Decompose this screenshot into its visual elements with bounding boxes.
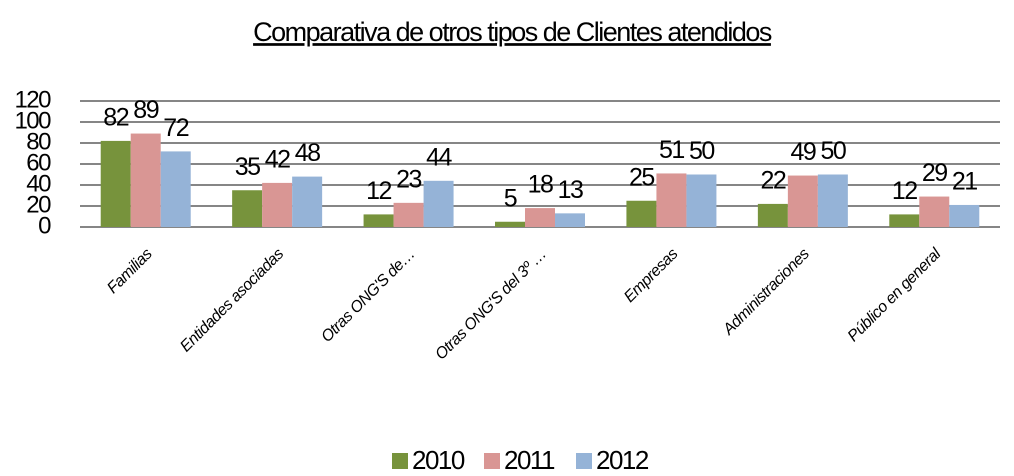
value-label: 23: [396, 165, 421, 193]
y-tick-label: 80: [26, 128, 51, 155]
value-label: 50: [689, 137, 714, 165]
value-label: 5: [504, 184, 517, 212]
bar: [889, 214, 920, 227]
value-label: 12: [366, 177, 391, 205]
value-label: 29: [922, 159, 947, 187]
value-label: 12: [892, 177, 917, 205]
value-label: 89: [133, 96, 158, 124]
x-tick-label: Otras ONG'S del 3º …: [432, 246, 550, 364]
bar: [232, 190, 263, 227]
value-label: 51: [659, 136, 684, 164]
bar: [262, 182, 293, 227]
bar: [787, 175, 818, 227]
value-label: 22: [760, 167, 785, 195]
bar: [292, 176, 323, 227]
y-tick-label: 60: [26, 149, 51, 176]
value-label: 44: [426, 143, 452, 171]
x-tick-label: Otras ONG'S de…: [318, 246, 418, 346]
x-tick-label: Familias: [104, 245, 156, 297]
legend-label: 2012: [596, 445, 649, 475]
bar: [555, 213, 585, 227]
value-label: 72: [163, 114, 188, 142]
bar: [817, 174, 848, 227]
legend-swatch: [392, 453, 408, 469]
legend-label: 2010: [412, 445, 465, 475]
value-label: 49: [790, 138, 815, 166]
bar: [525, 208, 555, 227]
bar: [626, 200, 657, 227]
y-tick-label: 40: [26, 170, 51, 197]
bar: [919, 196, 950, 227]
bar: [363, 214, 394, 227]
legend-swatch: [484, 453, 500, 469]
value-label: 82: [103, 104, 128, 132]
x-tick-label: Empresas: [621, 245, 681, 305]
x-tick-label: Entidades asociadas: [177, 245, 287, 355]
value-label: 48: [295, 139, 320, 167]
y-tick-label: 100: [14, 107, 51, 134]
bar: [656, 173, 687, 227]
y-tick-label: 0: [38, 212, 51, 239]
bar: [160, 151, 191, 227]
bar: [393, 202, 424, 227]
bar: [495, 221, 525, 227]
value-label: 18: [528, 171, 553, 199]
y-tick-label: 20: [26, 191, 51, 218]
chart-title: Comparativa de otros tipos de Clientes a…: [253, 17, 772, 47]
value-label: 50: [820, 137, 845, 165]
bar: [686, 174, 717, 227]
bar: [757, 203, 788, 227]
bar: [423, 180, 454, 227]
bar: [130, 133, 161, 227]
legend-label: 2011: [504, 445, 555, 475]
bar: [949, 204, 980, 227]
legend-swatch: [576, 453, 592, 469]
bar: [100, 140, 131, 227]
value-label: 35: [235, 153, 260, 181]
y-tick-label: 120: [14, 86, 51, 113]
value-label: 42: [265, 146, 290, 174]
x-tick-label: Público en general: [845, 245, 945, 345]
value-label: 21: [952, 168, 977, 196]
x-tick-label: Administraciones: [719, 245, 813, 339]
value-label: 25: [629, 163, 654, 191]
value-label: 13: [558, 176, 583, 204]
